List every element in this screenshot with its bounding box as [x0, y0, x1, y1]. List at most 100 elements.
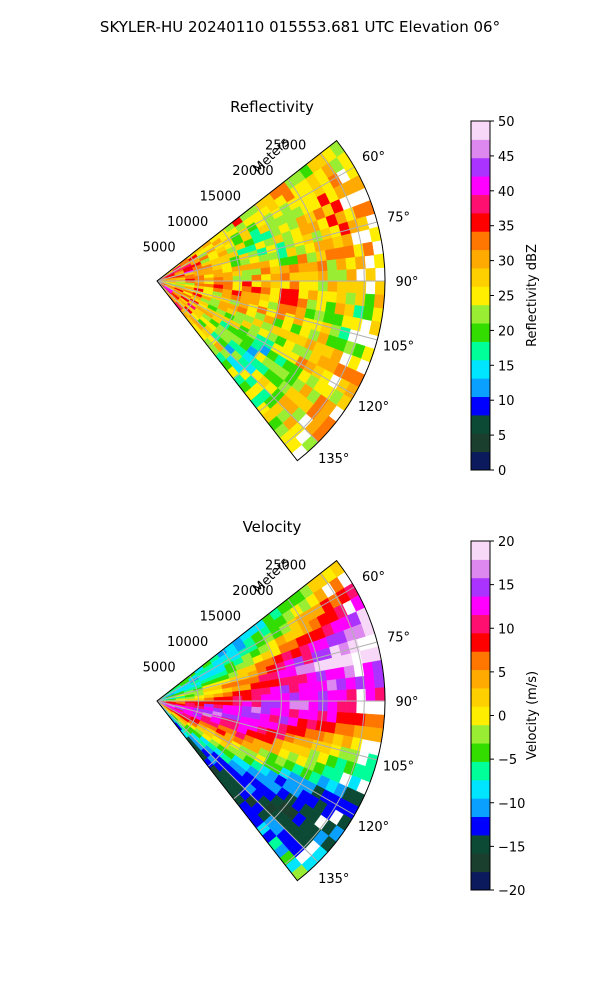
radar-cell [223, 696, 234, 702]
radar-data-field [156, 140, 386, 454]
radar-cell [308, 691, 319, 702]
radar-cell [241, 269, 253, 277]
radar-cell [345, 256, 357, 271]
colorbar-segment [471, 323, 490, 342]
radar-cell [327, 690, 338, 702]
colorbar-tick-label: 45 [498, 150, 515, 165]
radar-cell [232, 690, 243, 697]
colorbar-tick-label: 20 [498, 324, 515, 339]
radar-cell [241, 689, 253, 697]
radar-cell [373, 253, 385, 269]
colorbar-segment [471, 743, 490, 762]
colorbar-segment [471, 267, 490, 287]
radar-cell [289, 272, 300, 282]
radar-panels: Reflectivity60°75°90°105°120°135°5000100… [143, 98, 540, 899]
radar-cell [364, 293, 376, 308]
azimuth-tick-label: 90° [395, 695, 418, 710]
radar-cell [232, 270, 243, 277]
azimuth-spoke [156, 641, 378, 702]
radar-cell [270, 693, 281, 702]
radar-cell [298, 289, 309, 300]
radar-cell [261, 700, 272, 709]
sector-frame [156, 139, 386, 462]
radar-cell [345, 292, 357, 306]
colorbar-segment [471, 632, 490, 652]
colorbar-segment [471, 541, 490, 560]
radar-cell [364, 674, 376, 689]
colorbar-segment [471, 378, 490, 398]
radar-panel-velocity: Velocity 60° 75° 90° 105° 120° 135° 5000 10000 15… [143, 518, 540, 899]
radar-cell [299, 691, 310, 702]
colorbar-tick-label: 15 [498, 359, 515, 374]
radar-cell [335, 678, 347, 691]
radar-cell [362, 241, 375, 257]
azimuth-tick-label: 60° [362, 570, 385, 585]
radar-cell [324, 668, 337, 681]
radar-cell [232, 700, 243, 707]
radar-cell [373, 673, 385, 689]
colorbar-label: Velocity (m/s) [525, 671, 540, 760]
azimuth-tick-label: 135° [318, 452, 349, 467]
radar-cell [289, 692, 300, 702]
radar-cell [251, 694, 262, 702]
colorbar-segment [471, 798, 490, 818]
colorbar-segment [471, 249, 490, 269]
radar-cell [270, 273, 281, 282]
radar-cell [261, 274, 272, 282]
colorbar-segment [471, 779, 490, 799]
radar-cell [270, 701, 281, 709]
azimuth-tick-label: 75° [387, 210, 410, 225]
azimuth-spoke [156, 700, 355, 816]
colorbar-tick-label: 35 [498, 220, 515, 235]
azimuth-spoke [156, 700, 378, 761]
range-tick-label: 15000 [200, 609, 241, 624]
radar-cell [232, 280, 243, 287]
colorbar-segment [471, 761, 490, 781]
azimuth-spoke [156, 280, 378, 341]
radar-cell [373, 714, 385, 730]
radar-cell [260, 267, 272, 276]
radar-cell [373, 294, 385, 310]
colorbar-tick-label: −20 [498, 884, 525, 899]
radar-cell [269, 707, 281, 717]
azimuth-tick-label: 105° [383, 760, 414, 775]
azimuth-spoke [156, 280, 319, 443]
colorbar-segment [471, 853, 490, 873]
radar-cell [307, 290, 319, 301]
radar-cell [298, 281, 310, 291]
colorbar: 0 5 10 15 20 25 30 35 40 45 50 Reflectivity dBZ [470, 115, 540, 479]
colorbar-segment [471, 687, 490, 707]
radar-cell [287, 675, 299, 686]
colorbar-segment [471, 724, 490, 744]
radar-cell [336, 280, 348, 293]
radar-cell [306, 719, 318, 731]
radar-cell [308, 701, 319, 712]
radar-cell [307, 681, 319, 693]
colorbar-segment [471, 194, 490, 214]
radar-cell [306, 671, 318, 684]
range-tick-label: 25000 [265, 138, 306, 153]
colorbar-tick-label: 5 [498, 666, 506, 681]
radar-cell [345, 712, 357, 726]
colorbar-segment [471, 433, 490, 453]
radar-cell [364, 713, 376, 728]
radar-cell [288, 708, 300, 719]
radar-cell [232, 695, 243, 702]
radar-cell [306, 251, 318, 264]
colorbar-segment [471, 286, 490, 306]
colorbar-segment [471, 451, 490, 471]
colorbar-segment [471, 341, 490, 361]
radar-cell [374, 687, 386, 702]
colorbar-segment [471, 139, 490, 159]
radar-panel-reflectivity: Reflectivity60°75°90°105°120°135°5000100… [143, 98, 540, 479]
radar-cell [327, 270, 338, 282]
radar-cell [324, 721, 337, 735]
radar-cell [365, 687, 376, 702]
radar-cell [307, 710, 319, 721]
colorbar-segment [471, 359, 490, 379]
colorbar-tick-label: 0 [498, 464, 506, 479]
radar-cell [251, 274, 262, 282]
colorbar-segment [471, 706, 490, 726]
azimuth-tick-label: 120° [358, 820, 389, 835]
range-ring [284, 573, 365, 865]
